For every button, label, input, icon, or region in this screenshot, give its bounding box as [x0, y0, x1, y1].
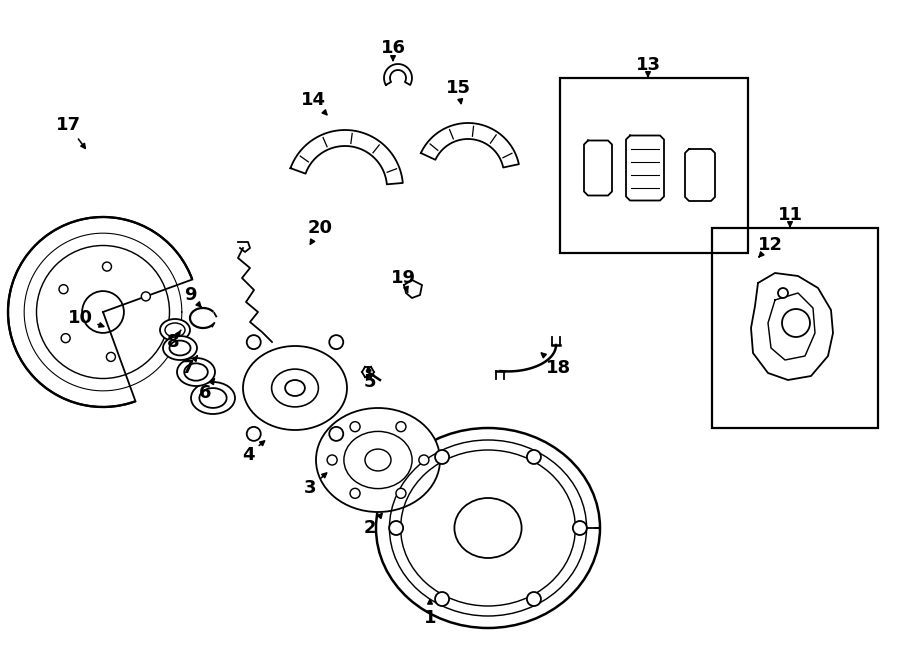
Ellipse shape: [316, 408, 440, 512]
Text: 17: 17: [56, 116, 86, 148]
Circle shape: [329, 427, 343, 441]
Circle shape: [396, 488, 406, 498]
Ellipse shape: [191, 382, 235, 414]
Circle shape: [778, 288, 788, 298]
Polygon shape: [421, 123, 519, 167]
Ellipse shape: [376, 428, 600, 628]
Text: 6: 6: [199, 379, 214, 402]
Circle shape: [247, 427, 261, 441]
Circle shape: [327, 455, 338, 465]
Polygon shape: [103, 279, 200, 403]
Text: 19: 19: [391, 269, 416, 292]
Polygon shape: [685, 149, 715, 201]
Polygon shape: [626, 136, 664, 200]
Circle shape: [350, 488, 360, 498]
Text: 16: 16: [381, 39, 406, 60]
Text: 4: 4: [242, 441, 265, 464]
Text: 9: 9: [184, 286, 202, 307]
Polygon shape: [751, 273, 833, 380]
Text: 20: 20: [308, 219, 332, 244]
Circle shape: [526, 592, 541, 606]
Ellipse shape: [163, 336, 197, 360]
Text: 13: 13: [635, 56, 661, 77]
Circle shape: [396, 422, 406, 432]
Circle shape: [59, 285, 68, 293]
Circle shape: [435, 450, 449, 464]
Ellipse shape: [200, 388, 227, 408]
Circle shape: [350, 422, 360, 432]
Text: 12: 12: [758, 236, 782, 257]
Ellipse shape: [165, 323, 185, 337]
Circle shape: [106, 352, 115, 362]
Text: 5: 5: [364, 367, 376, 391]
Bar: [560, 78, 748, 253]
Circle shape: [247, 335, 261, 349]
Text: 18: 18: [542, 353, 571, 377]
Circle shape: [572, 521, 587, 535]
Polygon shape: [584, 141, 612, 196]
Text: 2: 2: [364, 514, 382, 537]
Ellipse shape: [454, 498, 522, 558]
Ellipse shape: [169, 340, 191, 356]
Text: 14: 14: [301, 91, 327, 115]
Circle shape: [329, 335, 343, 349]
Circle shape: [418, 455, 429, 465]
Circle shape: [389, 521, 403, 535]
Polygon shape: [384, 64, 412, 85]
Circle shape: [103, 262, 112, 271]
Ellipse shape: [160, 319, 190, 341]
Bar: [712, 228, 878, 428]
Text: 10: 10: [68, 309, 104, 327]
Text: 7: 7: [182, 356, 197, 377]
Text: 11: 11: [778, 206, 803, 227]
Polygon shape: [291, 130, 403, 184]
Ellipse shape: [184, 364, 208, 381]
Ellipse shape: [243, 346, 347, 430]
Polygon shape: [404, 280, 422, 298]
Circle shape: [435, 592, 449, 606]
Ellipse shape: [177, 358, 215, 386]
Text: 1: 1: [424, 600, 436, 627]
Circle shape: [61, 334, 70, 342]
Text: 8: 8: [166, 330, 181, 351]
Text: 3: 3: [304, 473, 327, 497]
Circle shape: [141, 292, 150, 301]
Text: 15: 15: [446, 79, 471, 104]
Circle shape: [526, 450, 541, 464]
Circle shape: [8, 217, 198, 407]
